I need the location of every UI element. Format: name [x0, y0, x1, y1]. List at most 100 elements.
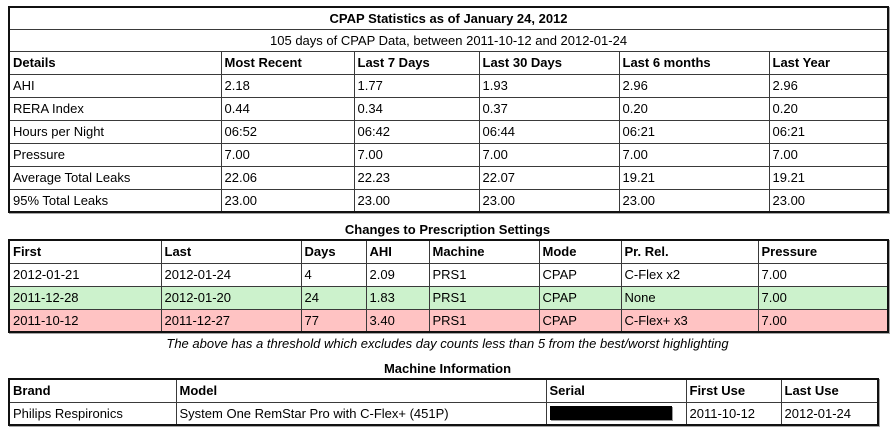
stats-title: CPAP Statistics as of January 24, 2012: [8, 6, 889, 30]
stat-value: 0.20: [618, 96, 770, 121]
stats-title-row: CPAP Statistics as of January 24, 2012: [8, 6, 889, 30]
stat-value: 2.18: [220, 73, 355, 98]
rx-col-last: Last: [160, 239, 302, 264]
rx-cell: 2011-12-27: [160, 308, 302, 333]
stats-subtitle-row: 105 days of CPAP Data, between 2011-10-1…: [8, 28, 889, 52]
stat-value: 19.21: [768, 165, 889, 190]
stats-col-most-recent: Most Recent: [220, 50, 355, 75]
machine-col-first-use: First Use: [685, 378, 782, 403]
stats-col-last-7-days: Last 7 Days: [353, 50, 480, 75]
stat-value: 22.07: [478, 165, 620, 190]
stat-value: 19.21: [618, 165, 770, 190]
machine-col-brand: Brand: [8, 378, 177, 403]
machine-information-table: Brand Model Serial First Use Last Use Ph…: [8, 378, 879, 426]
machine-last-use: 2012-01-24: [780, 401, 879, 426]
stat-label: Hours per Night: [8, 119, 222, 144]
stat-value: 0.44: [220, 96, 355, 121]
rx-cell: CPAP: [538, 262, 622, 287]
rx-cell: 1.83: [365, 285, 430, 310]
stat-value: 06:21: [768, 119, 889, 144]
rx-cell: C-Flex x2: [620, 262, 759, 287]
rx-cell: PRS1: [428, 308, 540, 333]
machine-model: System One RemStar Pro with C-Flex+ (451…: [175, 401, 547, 426]
stat-label: Average Total Leaks: [8, 165, 222, 190]
stat-value: 7.00: [220, 142, 355, 167]
stat-value: 1.77: [353, 73, 480, 98]
rx-col-pr-rel: Pr. Rel.: [620, 239, 759, 264]
stat-value: 23.00: [768, 188, 889, 213]
machine-header-row: Brand Model Serial First Use Last Use: [8, 378, 879, 403]
prescription-section-title: Changes to Prescription Settings: [344, 222, 551, 237]
rx-col-machine: Machine: [428, 239, 540, 264]
stat-value: 7.00: [353, 142, 480, 167]
cpap-statistics-table: CPAP Statistics as of January 24, 2012 1…: [8, 6, 890, 213]
stat-label: AHI: [8, 73, 222, 98]
stat-value: 23.00: [353, 188, 480, 213]
stat-value: 06:42: [353, 119, 480, 144]
stat-value: 1.93: [478, 73, 620, 98]
rx-cell: 2011-12-28: [8, 285, 162, 310]
machine-section-title: Machine Information: [383, 361, 512, 376]
rx-col-first: First: [8, 239, 162, 264]
rx-cell: 2012-01-21: [8, 262, 162, 287]
rx-col-days: Days: [300, 239, 367, 264]
stat-value: 22.06: [220, 165, 355, 190]
prescription-changes-table: First Last Days AHI Machine Mode Pr. Rel…: [8, 239, 889, 333]
cpap-report: CPAP Statistics as of January 24, 2012 1…: [8, 6, 890, 426]
table-row: 2012-01-21 2012-01-24 4 2.09 PRS1 CPAP C…: [8, 262, 889, 287]
threshold-note: The above has a threshold which excludes…: [166, 336, 729, 351]
rx-cell: 4: [300, 262, 367, 287]
rx-cell: 24: [300, 285, 367, 310]
machine-col-serial: Serial: [545, 378, 687, 403]
table-row: Hours per Night 06:52 06:42 06:44 06:21 …: [8, 119, 889, 144]
machine-col-model: Model: [175, 378, 547, 403]
rx-cell: 2.09: [365, 262, 430, 287]
rx-col-ahi: AHI: [365, 239, 430, 264]
stat-value: 0.20: [768, 96, 889, 121]
rx-cell: None: [620, 285, 759, 310]
stat-value: 06:52: [220, 119, 355, 144]
rx-cell: CPAP: [538, 285, 622, 310]
rx-col-pressure: Pressure: [757, 239, 889, 264]
stats-subtitle: 105 days of CPAP Data, between 2011-10-1…: [8, 28, 889, 52]
stats-col-last-6-months: Last 6 months: [618, 50, 770, 75]
stat-value: 23.00: [220, 188, 355, 213]
stat-value: 2.96: [768, 73, 889, 98]
rx-cell: C-Flex+ x3: [620, 308, 759, 333]
prescription-header-row: First Last Days AHI Machine Mode Pr. Rel…: [8, 239, 889, 264]
stats-header-row: Details Most Recent Last 7 Days Last 30 …: [8, 50, 889, 75]
stat-value: 22.23: [353, 165, 480, 190]
stat-value: 2.96: [618, 73, 770, 98]
table-row: Philips Respironics System One RemStar P…: [8, 401, 879, 426]
table-row: AHI 2.18 1.77 1.93 2.96 2.96: [8, 73, 889, 98]
stat-label: RERA Index: [8, 96, 222, 121]
stat-value: 23.00: [478, 188, 620, 213]
rx-cell: PRS1: [428, 285, 540, 310]
stat-label: Pressure: [8, 142, 222, 167]
serial-redaction-bar: [549, 406, 672, 421]
rx-cell: 3.40: [365, 308, 430, 333]
stat-value: 7.00: [768, 142, 889, 167]
machine-col-last-use: Last Use: [780, 378, 879, 403]
table-row: Pressure 7.00 7.00 7.00 7.00 7.00: [8, 142, 889, 167]
rx-cell: 7.00: [757, 262, 889, 287]
stat-value: 7.00: [618, 142, 770, 167]
stat-value: 06:44: [478, 119, 620, 144]
table-row-best-highlight: 2011-12-28 2012-01-20 24 1.83 PRS1 CPAP …: [8, 285, 889, 310]
rx-cell: 77: [300, 308, 367, 333]
stat-value: 06:21: [618, 119, 770, 144]
stats-col-last-year: Last Year: [768, 50, 889, 75]
stats-col-details: Details: [8, 50, 222, 75]
stats-col-last-30-days: Last 30 Days: [478, 50, 620, 75]
stat-value: 0.37: [478, 96, 620, 121]
rx-cell: CPAP: [538, 308, 622, 333]
table-row-worst-highlight: 2011-10-12 2011-12-27 77 3.40 PRS1 CPAP …: [8, 308, 889, 333]
rx-cell: 2011-10-12: [8, 308, 162, 333]
table-row: 95% Total Leaks 23.00 23.00 23.00 23.00 …: [8, 188, 889, 213]
machine-brand: Philips Respironics: [8, 401, 177, 426]
machine-serial: [545, 401, 687, 426]
rx-cell: 2012-01-20: [160, 285, 302, 310]
stat-value: 7.00: [478, 142, 620, 167]
stat-value: 23.00: [618, 188, 770, 213]
rx-cell: 7.00: [757, 308, 889, 333]
